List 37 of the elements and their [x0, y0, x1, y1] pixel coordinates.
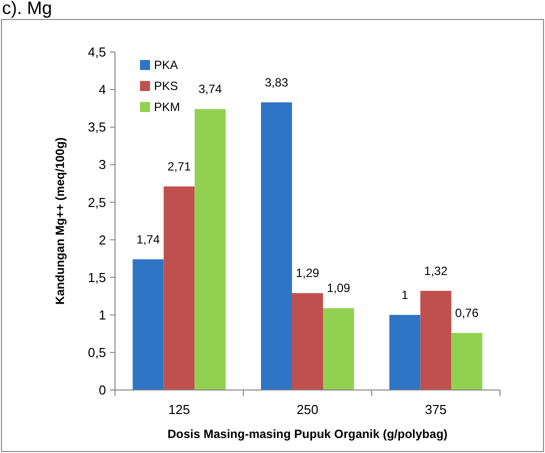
y-tick-label: 1 — [98, 307, 106, 322]
bar — [389, 314, 420, 390]
bar — [323, 308, 354, 390]
data-label: 1,09 — [326, 281, 350, 296]
y-tick-label: 1,5 — [88, 270, 106, 285]
y-tick-label: 0 — [98, 382, 106, 398]
data-label: 1,29 — [296, 266, 320, 280]
data-label: 3,74 — [198, 82, 222, 96]
y-tick-label: 4 — [98, 82, 106, 98]
x-tick-label: 125 — [168, 402, 190, 417]
y-tick-label: 3,5 — [88, 120, 106, 135]
legend-label: PKA — [154, 58, 178, 72]
bar — [194, 109, 226, 390]
bar — [164, 186, 195, 390]
legend-label: PKM — [154, 100, 180, 114]
bar — [292, 293, 323, 390]
x-tick-label: 250 — [296, 402, 318, 417]
y-tick-label: 2,5 — [88, 194, 106, 210]
data-label: 1 — [401, 288, 408, 302]
x-axis-title: Dosis Masing-masing Pupuk Organik (g/polybag) — [167, 427, 448, 441]
y-tick-label: 3 — [98, 157, 106, 172]
chart-title: c). Mg — [2, 0, 52, 18]
data-label: 0,76 — [455, 306, 479, 320]
y-tick-label: 2 — [98, 232, 106, 248]
data-label: 1,32 — [424, 264, 448, 278]
data-label: 1,74 — [136, 232, 160, 246]
y-tick-label: 4,5 — [88, 44, 106, 60]
data-label: 3,83 — [264, 75, 288, 90]
bar — [451, 332, 482, 390]
bar — [261, 102, 292, 390]
x-tick-label: 375 — [424, 402, 447, 417]
legend-label: PKS — [154, 79, 178, 94]
y-axis-title: Kandungan Mg++ (meq/100g) — [53, 137, 67, 305]
data-label: 2,71 — [167, 159, 192, 174]
y-tick-label: 0,5 — [88, 344, 106, 360]
bar — [132, 259, 164, 390]
bar — [420, 290, 452, 390]
